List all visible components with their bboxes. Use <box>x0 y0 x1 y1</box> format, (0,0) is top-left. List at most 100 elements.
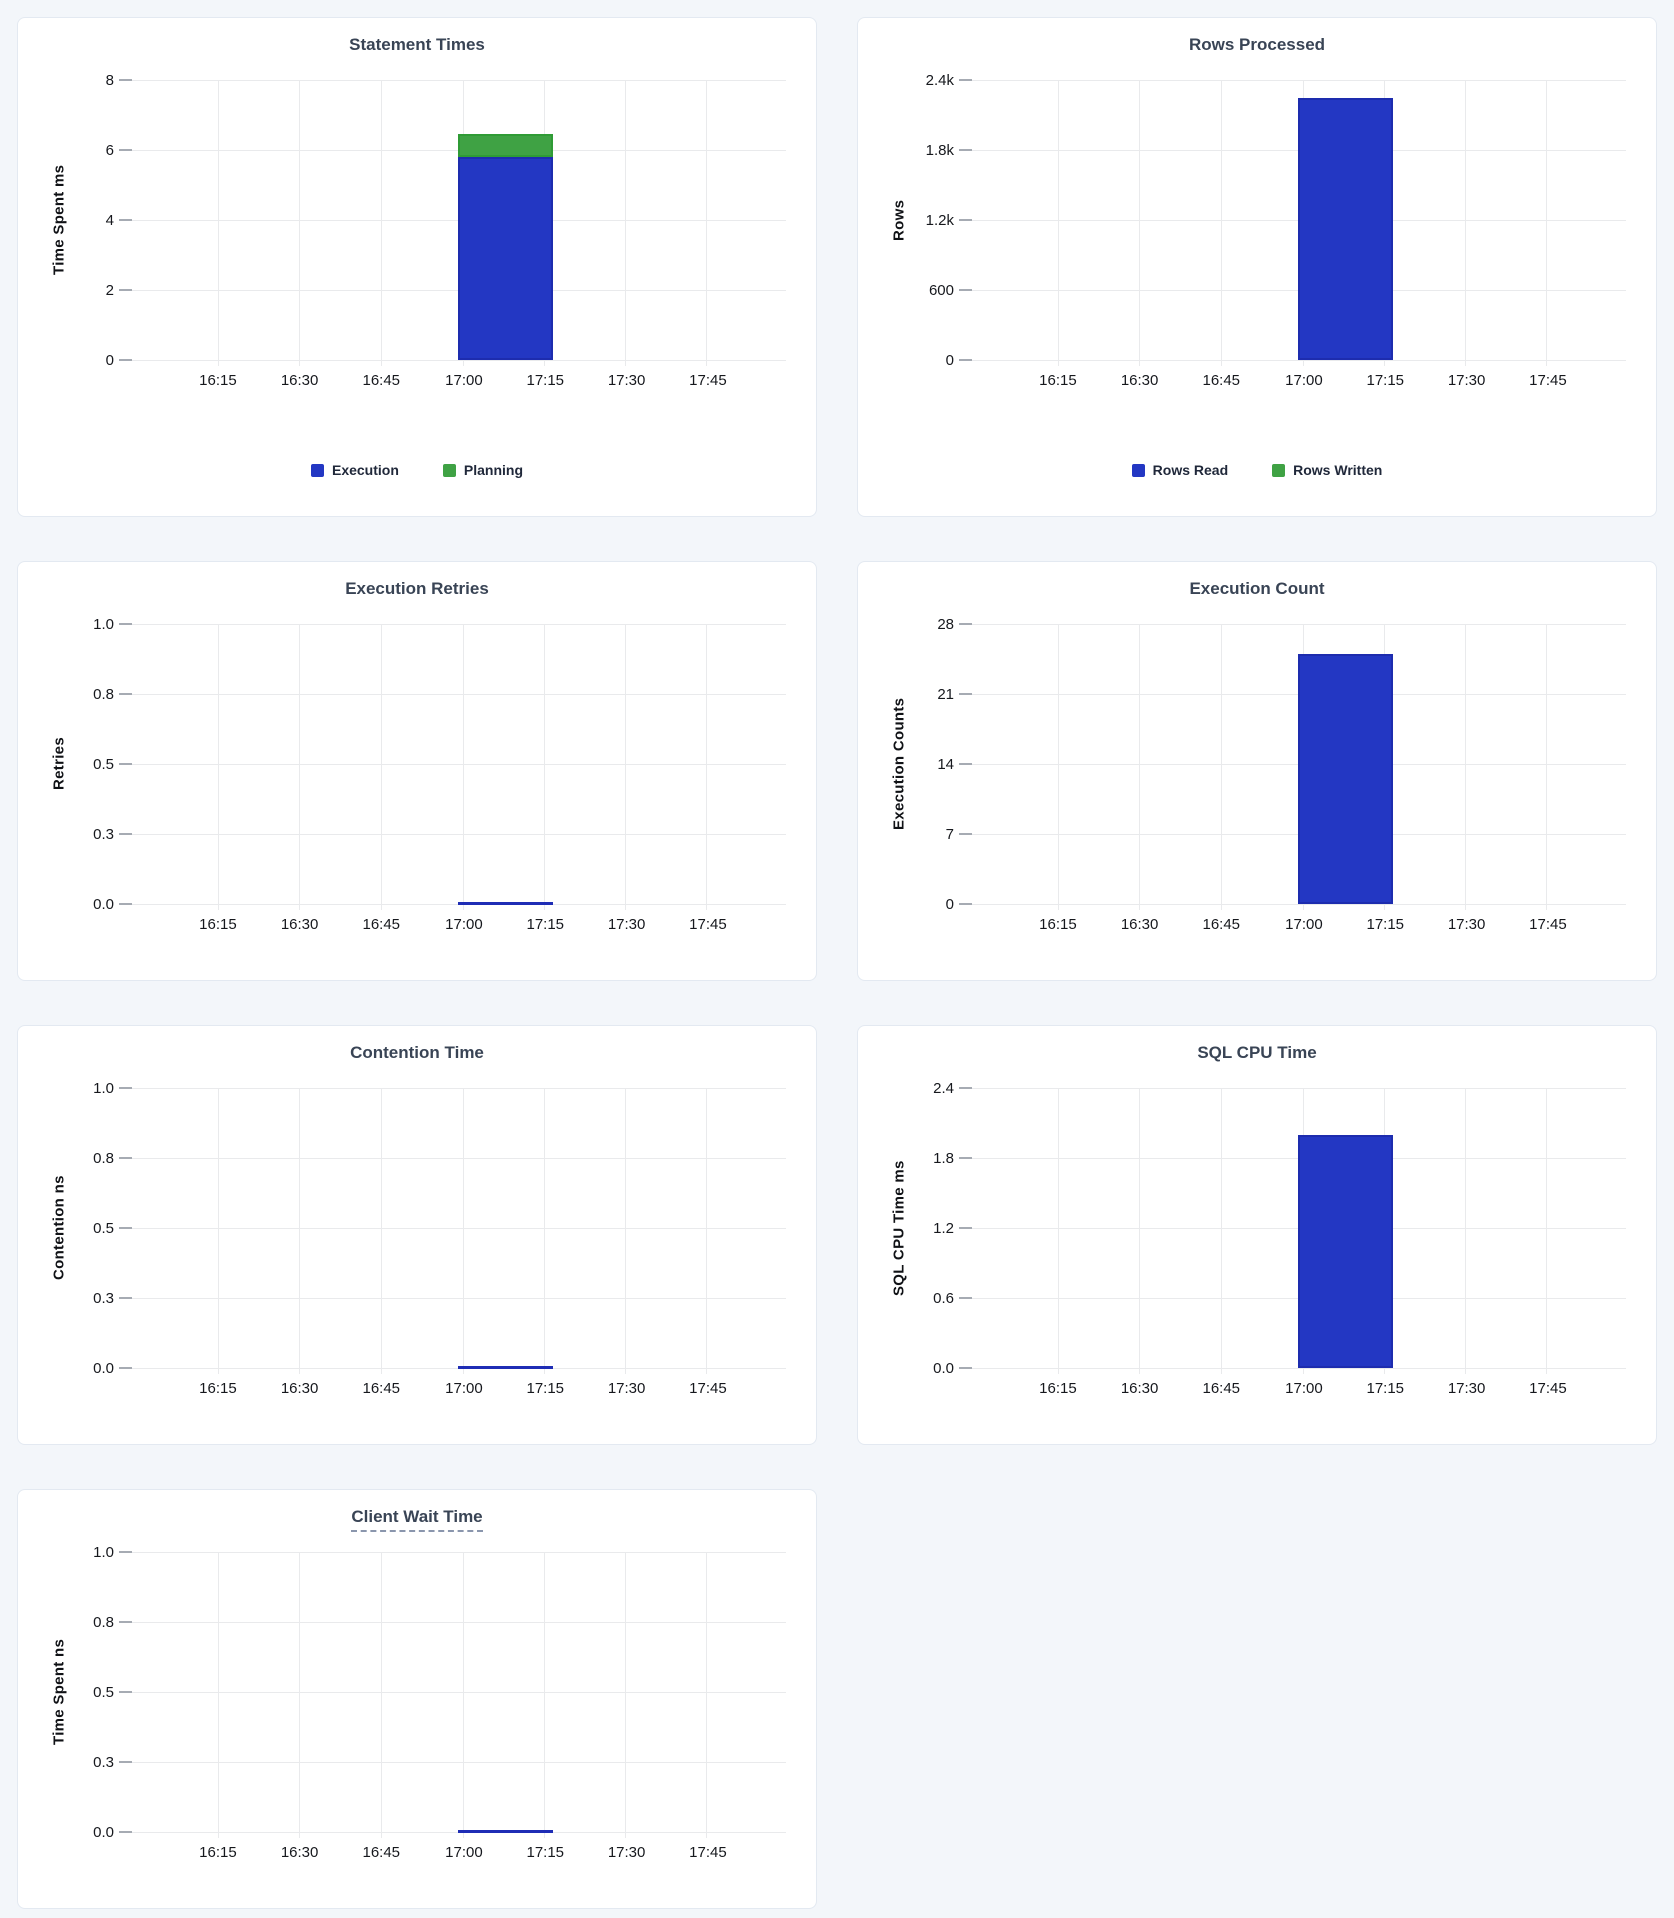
h-gridline <box>132 834 786 835</box>
y-tick: 0.8 <box>18 1613 132 1631</box>
v-gridline <box>299 80 301 366</box>
h-gridline <box>972 1368 1626 1369</box>
legend-item-rows-written: Rows Written <box>1272 462 1382 478</box>
y-tick-mark <box>959 763 972 765</box>
bar-segment-execution[interactable] <box>457 157 554 360</box>
y-tick-mark <box>119 903 132 905</box>
y-tick: 1.8k <box>858 141 972 159</box>
v-gridline <box>299 1088 301 1374</box>
plot-region[interactable] <box>972 1088 1626 1374</box>
plot-region[interactable] <box>132 624 786 910</box>
x-tick-label: 17:30 <box>607 1844 646 1861</box>
chart-legend: Execution Planning <box>18 462 816 478</box>
y-tick-label: 21 <box>937 685 954 703</box>
plot-region[interactable] <box>132 1552 786 1838</box>
y-tick-label: 1.0 <box>93 1079 114 1097</box>
x-tick-label: 16:45 <box>362 1844 401 1861</box>
y-tick: 1.0 <box>18 615 132 633</box>
bar-segment-execution-count[interactable] <box>1297 654 1394 904</box>
chart-title-text: Execution Retries <box>345 579 489 598</box>
h-gridline <box>972 80 1626 81</box>
bar-segment-rows-read[interactable] <box>1297 97 1394 360</box>
chart-area: Time Spent ms 8 6 4 2 0 16:15 16:30 16:45 17:00 1… <box>18 18 816 516</box>
v-gridline <box>380 1552 382 1838</box>
legend-item-execution: Execution <box>310 462 399 478</box>
h-gridline <box>972 360 1626 361</box>
y-tick-label: 6 <box>105 141 114 159</box>
v-gridline <box>217 1088 219 1374</box>
x-tick-label: 16:45 <box>362 916 401 933</box>
x-tick-label: 17:30 <box>1447 372 1486 389</box>
y-tick-mark <box>119 1761 132 1763</box>
y-tick: 1.2k <box>858 211 972 229</box>
y-tick: 14 <box>858 755 972 773</box>
h-gridline <box>132 1622 786 1623</box>
x-tick-label: 17:45 <box>689 372 727 389</box>
y-tick-mark <box>959 79 972 81</box>
v-gridline <box>706 1552 708 1838</box>
v-gridline <box>299 1552 301 1838</box>
v-gridline <box>217 624 219 910</box>
y-tick: 6 <box>18 141 132 159</box>
v-gridline <box>706 1088 708 1374</box>
v-gridline <box>1139 80 1141 366</box>
v-gridline <box>1139 1088 1141 1374</box>
x-tick-label: 16:30 <box>280 1844 319 1861</box>
chart-title-tooltip-link[interactable]: Client Wait Time <box>351 1507 483 1532</box>
v-gridline <box>1057 1088 1059 1374</box>
y-tick-mark <box>959 1087 972 1089</box>
v-gridline <box>544 1088 546 1374</box>
plot-region[interactable] <box>972 80 1626 366</box>
y-tick: 0.0 <box>18 895 132 913</box>
chart-area: Execution Counts 28 21 14 7 0 16:15 16:30 16:45… <box>858 562 1656 980</box>
y-tick-mark <box>119 1621 132 1623</box>
y-tick-label: 14 <box>937 755 954 773</box>
x-tick-label: 16:30 <box>1120 916 1159 933</box>
bar-17:00-17:15[interactable] <box>1297 624 1394 904</box>
y-tick-label: 0.0 <box>93 1359 114 1377</box>
chart-title: Client Wait Time <box>18 1507 816 1532</box>
y-tick: 600 <box>858 281 972 299</box>
y-tick: 4 <box>18 211 132 229</box>
y-tick-label: 0.5 <box>93 1219 114 1237</box>
bar-segment-planning[interactable] <box>457 134 554 157</box>
bar-17:00-17:15[interactable] <box>1297 1088 1394 1368</box>
x-tick-label: 17:30 <box>1447 1380 1486 1397</box>
y-tick-mark <box>119 763 132 765</box>
v-gridline <box>625 624 627 910</box>
y-tick: 1.2 <box>858 1219 972 1237</box>
chart-legend: Rows Read Rows Written <box>858 462 1656 478</box>
x-tick-label: 17:45 <box>1529 916 1567 933</box>
bar-17:00-17:15[interactable] <box>1297 80 1394 360</box>
y-tick-mark <box>959 359 972 361</box>
zero-value-line-client-wait-time[interactable] <box>457 1830 554 1833</box>
x-tick-label: 16:15 <box>1039 372 1077 389</box>
x-tick-label: 17:00 <box>1285 372 1323 389</box>
x-tick-label: 16:15 <box>199 916 237 933</box>
y-tick-mark <box>119 149 132 151</box>
zero-value-line-retries[interactable] <box>457 902 554 905</box>
y-tick: 1.0 <box>18 1543 132 1561</box>
x-tick-label: 16:30 <box>280 1380 319 1397</box>
v-gridline <box>217 1552 219 1838</box>
zero-value-line-contention[interactable] <box>457 1366 554 1369</box>
x-tick-label: 17:45 <box>689 1844 727 1861</box>
v-gridline <box>299 624 301 910</box>
x-tick-label: 17:00 <box>445 1844 483 1861</box>
bar-segment-sql-cpu-time[interactable] <box>1297 1134 1394 1368</box>
y-tick-mark <box>959 1367 972 1369</box>
plot-region[interactable] <box>132 80 786 366</box>
plot-region[interactable] <box>132 1088 786 1374</box>
x-tick-label: 16:45 <box>1202 372 1241 389</box>
h-gridline <box>132 1158 786 1159</box>
y-tick-label: 8 <box>105 71 114 89</box>
x-tick-label: 17:30 <box>607 372 646 389</box>
y-tick-mark <box>959 1157 972 1159</box>
y-tick-mark <box>959 833 972 835</box>
y-tick-label: 1.0 <box>93 1543 114 1561</box>
bar-17:00-17:15[interactable] <box>457 80 554 360</box>
y-tick-label: 28 <box>937 615 954 633</box>
x-tick-label: 17:00 <box>445 916 483 933</box>
y-tick-label: 1.8k <box>925 141 954 159</box>
plot-region[interactable] <box>972 624 1626 910</box>
